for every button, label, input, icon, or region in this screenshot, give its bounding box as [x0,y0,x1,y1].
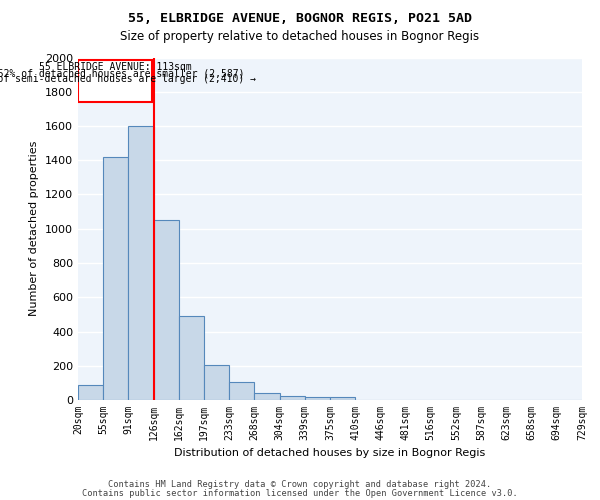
Y-axis label: Number of detached properties: Number of detached properties [29,141,40,316]
FancyBboxPatch shape [78,60,152,102]
Text: ← 52% of detached houses are smaller (2,587): ← 52% of detached houses are smaller (2,… [0,68,244,78]
Bar [78,386,103,400]
Text: Contains public sector information licensed under the Open Government Licence v3: Contains public sector information licen… [82,488,518,498]
Bar [330,398,355,400]
X-axis label: Distribution of detached houses by size in Bognor Regis: Distribution of detached houses by size … [175,448,485,458]
Bar [280,396,305,400]
Bar [179,316,204,400]
Bar [128,126,154,400]
Bar [103,157,128,400]
Text: Size of property relative to detached houses in Bognor Regis: Size of property relative to detached ho… [121,30,479,43]
Text: 48% of semi-detached houses are larger (2,410) →: 48% of semi-detached houses are larger (… [0,74,256,85]
Bar [154,220,179,400]
Bar [305,396,330,400]
Bar [254,393,280,400]
Bar [204,365,229,400]
Text: Contains HM Land Registry data © Crown copyright and database right 2024.: Contains HM Land Registry data © Crown c… [109,480,491,489]
Text: 55 ELBRIDGE AVENUE: 113sqm: 55 ELBRIDGE AVENUE: 113sqm [39,62,191,72]
Text: 55, ELBRIDGE AVENUE, BOGNOR REGIS, PO21 5AD: 55, ELBRIDGE AVENUE, BOGNOR REGIS, PO21 … [128,12,472,26]
Bar [229,382,254,400]
